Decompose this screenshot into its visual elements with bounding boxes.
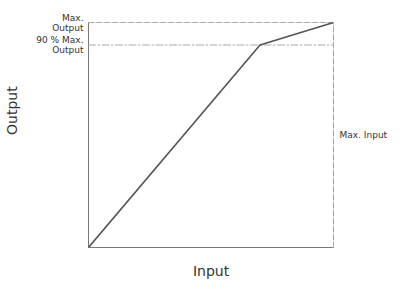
svg-text:Max.Output: Max.Output [52,13,84,33]
svg-text:Max. Input: Max. Input [340,130,388,140]
svg-text:Input: Input [193,263,230,279]
svg-text:90 % Max.Output: 90 % Max.Output [36,35,84,55]
svg-text:Output: Output [4,86,20,135]
